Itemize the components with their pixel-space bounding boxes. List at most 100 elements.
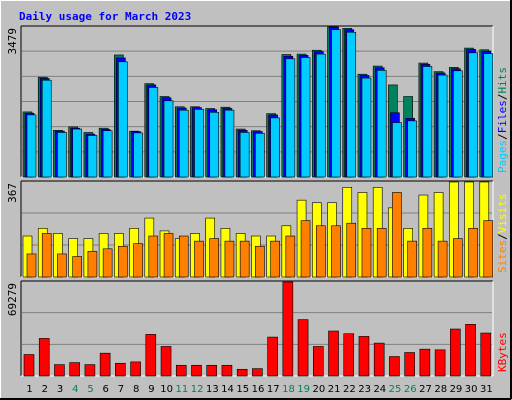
x-tick-label-day-3: 3 xyxy=(57,384,63,395)
bar-pages-day-1 xyxy=(26,114,37,178)
x-tick-label-day-22: 22 xyxy=(343,384,356,395)
bar-kbytes-day-9 xyxy=(145,334,157,377)
bar-pages-day-29 xyxy=(453,70,463,178)
x-tick-label-day-19: 19 xyxy=(297,384,310,395)
bar-kbytes-day-5 xyxy=(84,364,96,377)
bar-pages-day-16 xyxy=(255,133,265,178)
x-tick-label-day-14: 14 xyxy=(221,384,234,395)
bar-pages-day-21 xyxy=(331,29,341,178)
bar-sites-day-9 xyxy=(148,235,159,278)
bar-pages-day-30 xyxy=(468,52,478,178)
bar-sites-day-6 xyxy=(102,248,113,278)
bar-kbytes-day-16 xyxy=(252,368,263,377)
bar-kbytes-day-3 xyxy=(54,364,65,377)
x-axis-labels: 1 2 3 4 5 6 7 8 9 10 11 12 13 14 15 16 17 18 19 20 21 22 23 24 2… xyxy=(26,384,492,395)
x-tick-label-day-30: 30 xyxy=(465,384,478,395)
bar-pages-day-31 xyxy=(483,53,494,178)
bar-kbytes-day-20 xyxy=(312,346,324,377)
bar-sites-day-2 xyxy=(41,233,52,278)
bar-pages-day-27 xyxy=(422,66,433,178)
bar-sites-day-14 xyxy=(224,240,235,278)
bar-sites-day-27 xyxy=(422,228,433,278)
bar-pages-day-3 xyxy=(57,132,67,178)
bar-sites-day-16 xyxy=(255,245,265,278)
bar-kbytes-day-12 xyxy=(191,364,202,377)
bar-pages-day-19 xyxy=(300,57,311,178)
bar-pages-day-25 xyxy=(392,122,402,178)
bar-pages-day-7 xyxy=(118,61,128,178)
bar-sites-day-26 xyxy=(407,240,417,278)
bar-pages-day-10 xyxy=(163,100,174,178)
x-tick-label-day-6: 6 xyxy=(103,384,109,395)
x-tick-label-day-12: 12 xyxy=(191,384,204,395)
x-tick-label-day-27: 27 xyxy=(419,384,432,395)
bar-kbytes-day-27 xyxy=(419,348,431,377)
x-tick-label-day-7: 7 xyxy=(118,384,124,395)
bar-sites-day-18 xyxy=(285,235,296,278)
bar-sites-day-8 xyxy=(133,243,143,278)
bar-kbytes-day-8 xyxy=(130,361,141,377)
bar-sites-day-17 xyxy=(270,240,280,278)
bar-sites-day-15 xyxy=(239,240,250,278)
bar-pages-day-20 xyxy=(315,53,326,178)
x-tick-label-day-16: 16 xyxy=(252,384,265,395)
bar-pages-day-4 xyxy=(72,128,82,178)
x-tick-label-day-8: 8 xyxy=(133,384,139,395)
y-max-label-hits-files-pages: 3479 xyxy=(6,28,19,55)
bar-kbytes-day-22 xyxy=(343,333,355,377)
bar-sites-day-4 xyxy=(72,256,82,278)
bar-kbytes-day-24 xyxy=(373,342,385,377)
bar-sites-day-20 xyxy=(315,225,326,278)
bar-sites-day-28 xyxy=(437,240,448,278)
panels-layer: 3479Pages/Files/Hits367Sites/Visits69279… xyxy=(6,25,509,377)
bar-kbytes-day-19 xyxy=(297,319,309,377)
legend-entry: Pages xyxy=(496,140,509,173)
x-tick-label-day-9: 9 xyxy=(148,384,154,395)
bar-sites-day-30 xyxy=(468,228,478,278)
x-tick-label-day-1: 1 xyxy=(26,384,32,395)
x-tick-label-day-17: 17 xyxy=(267,384,280,395)
x-tick-label-day-11: 11 xyxy=(176,384,189,395)
bar-kbytes-day-14 xyxy=(221,364,233,377)
legend-entry: / xyxy=(496,133,509,140)
bar-kbytes-day-6 xyxy=(99,352,111,377)
legend-entry: / xyxy=(496,94,509,101)
x-tick-label-day-21: 21 xyxy=(328,384,341,395)
bar-kbytes-day-30 xyxy=(465,324,476,377)
x-tick-label-day-4: 4 xyxy=(72,384,78,395)
bar-kbytes-day-31 xyxy=(480,332,492,377)
bar-pages-day-5 xyxy=(87,135,98,178)
bar-kbytes-day-13 xyxy=(206,364,218,377)
bar-pages-day-28 xyxy=(437,74,448,178)
bar-pages-day-8 xyxy=(133,132,143,178)
bar-pages-day-24 xyxy=(376,70,387,178)
bar-kbytes-day-21 xyxy=(328,330,339,377)
bar-sites-day-29 xyxy=(453,238,463,278)
bar-pages-day-15 xyxy=(239,132,250,178)
legend-entry: Hits xyxy=(496,67,509,94)
legend-entry: Sites xyxy=(496,240,509,273)
x-tick-label-day-18: 18 xyxy=(282,384,295,395)
legend-visits-sites: Sites/Visits xyxy=(496,194,509,274)
bar-sites-day-31 xyxy=(483,220,494,278)
bar-kbytes-day-17 xyxy=(267,336,278,377)
bar-kbytes-day-2 xyxy=(38,338,50,377)
chart-title: Daily usage for March 2023 xyxy=(19,10,191,23)
bar-kbytes-day-29 xyxy=(450,328,461,377)
bar-kbytes-day-4 xyxy=(69,362,80,377)
x-tick-label-day-25: 25 xyxy=(389,384,402,395)
bar-pages-day-22 xyxy=(346,31,357,178)
bar-pages-day-6 xyxy=(102,130,113,178)
x-tick-label-day-5: 5 xyxy=(87,384,93,395)
bar-pages-day-14 xyxy=(224,109,235,178)
bar-sites-day-21 xyxy=(331,225,341,278)
x-tick-label-day-29: 29 xyxy=(450,384,463,395)
bar-sites-day-11 xyxy=(178,235,189,278)
bar-sites-day-25 xyxy=(392,192,402,278)
bar-sites-day-13 xyxy=(209,238,220,278)
bar-sites-day-7 xyxy=(118,245,128,278)
bar-pages-day-23 xyxy=(361,77,372,178)
y-max-label-visits-sites: 367 xyxy=(6,183,19,203)
